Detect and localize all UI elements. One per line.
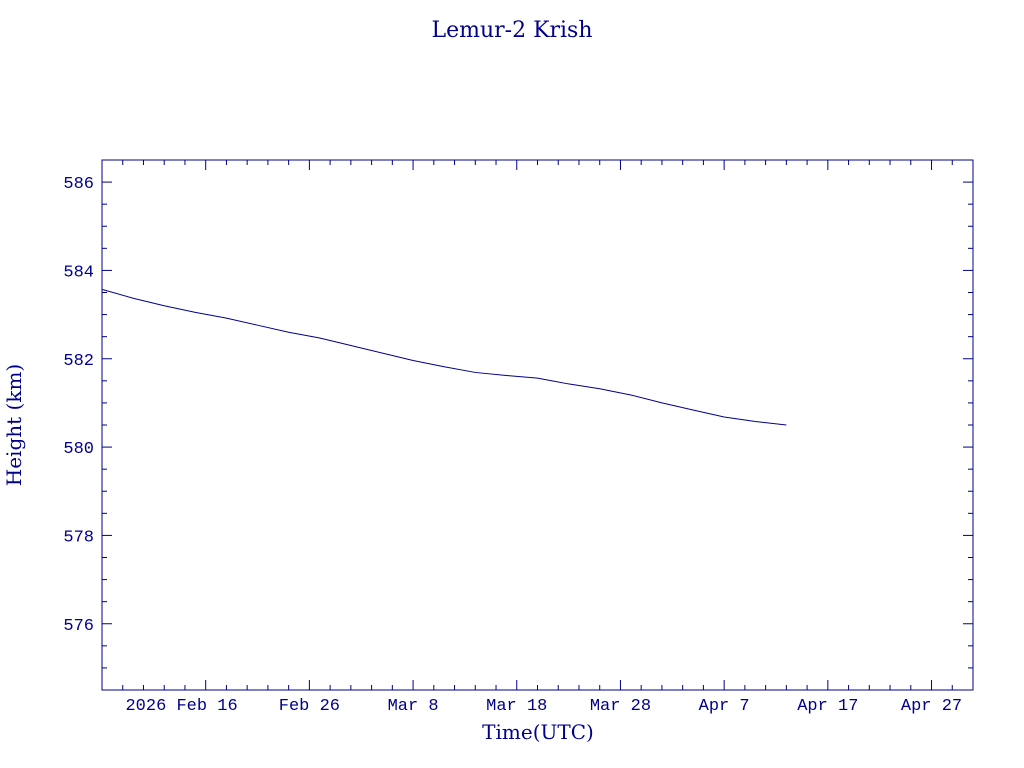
y-tick-label: 584 xyxy=(63,263,94,282)
plot-frame xyxy=(101,159,974,691)
y-tick-label: 576 xyxy=(63,617,94,636)
y-tick-label: 578 xyxy=(63,528,94,547)
x-tick-label: Apr 7 xyxy=(699,697,750,716)
y-tick-label: 582 xyxy=(63,352,94,371)
x-tick-label: Apr 17 xyxy=(797,697,858,716)
x-axis-label: Time(UTC) xyxy=(482,720,594,744)
chart-title: Lemur-2 Krish xyxy=(431,18,592,43)
x-tick-label: Mar 18 xyxy=(486,697,547,716)
x-tick-label: Mar 28 xyxy=(590,697,651,716)
y-axis-tick-labels: 576 578 580 582 584 586 xyxy=(63,175,94,636)
x-tick-label: 2026 Feb 16 xyxy=(125,697,237,716)
x-tick-label: Feb 26 xyxy=(279,697,340,716)
x-tick-label: Mar 8 xyxy=(388,697,439,716)
x-axis-ticks xyxy=(101,160,974,690)
y-axis-label: Height (km) xyxy=(2,364,26,486)
y-tick-label: 580 xyxy=(63,440,94,459)
y-tick-label: 586 xyxy=(63,175,94,194)
y-axis-ticks xyxy=(102,159,973,691)
height-series-line xyxy=(101,288,787,426)
x-axis-tick-labels: 2026 Feb 16 Feb 26 Mar 8 Mar 18 Mar 28 Apr 7 A… xyxy=(125,697,962,716)
x-tick-label: Apr 27 xyxy=(901,697,962,716)
